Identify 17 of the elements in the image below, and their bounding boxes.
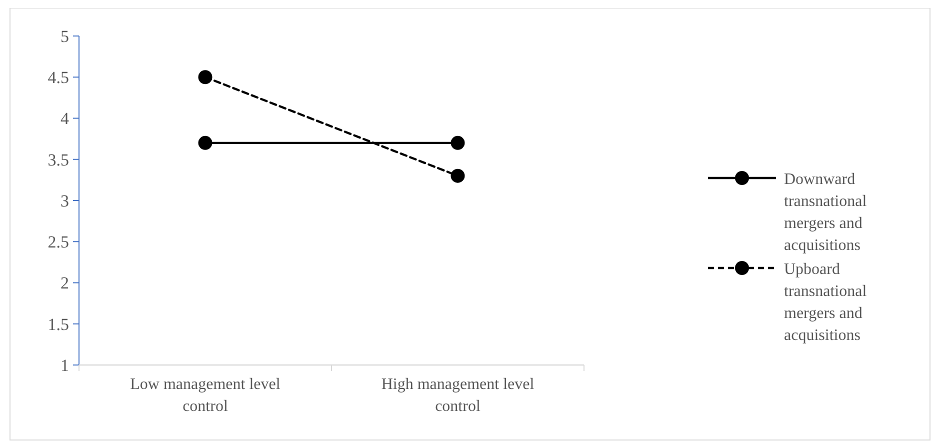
point	[450, 136, 465, 150]
y-tick-label: 1	[60, 356, 69, 375]
point	[198, 70, 212, 84]
x-tick-label: High management level control	[381, 376, 535, 415]
point	[198, 136, 212, 150]
legend-label: Downward transnational mergers and acquisitions	[784, 171, 868, 254]
point	[450, 168, 465, 183]
legend-label: Upboard transnational mergers and acquisitions	[784, 261, 868, 344]
y-tick-label: 3.5	[48, 150, 69, 170]
y-tick-label: 1.5	[48, 314, 69, 334]
x-tick-label: Low management level control	[130, 376, 281, 415]
y-tick-label: 4.5	[48, 68, 69, 88]
y-tick-label: 4	[60, 109, 70, 128]
y-tick-label: 2.5	[48, 232, 69, 252]
y-tick-label: 5	[60, 26, 69, 46]
y-tick-label: 2	[60, 274, 69, 293]
y-tick-label: 3	[60, 191, 69, 210]
